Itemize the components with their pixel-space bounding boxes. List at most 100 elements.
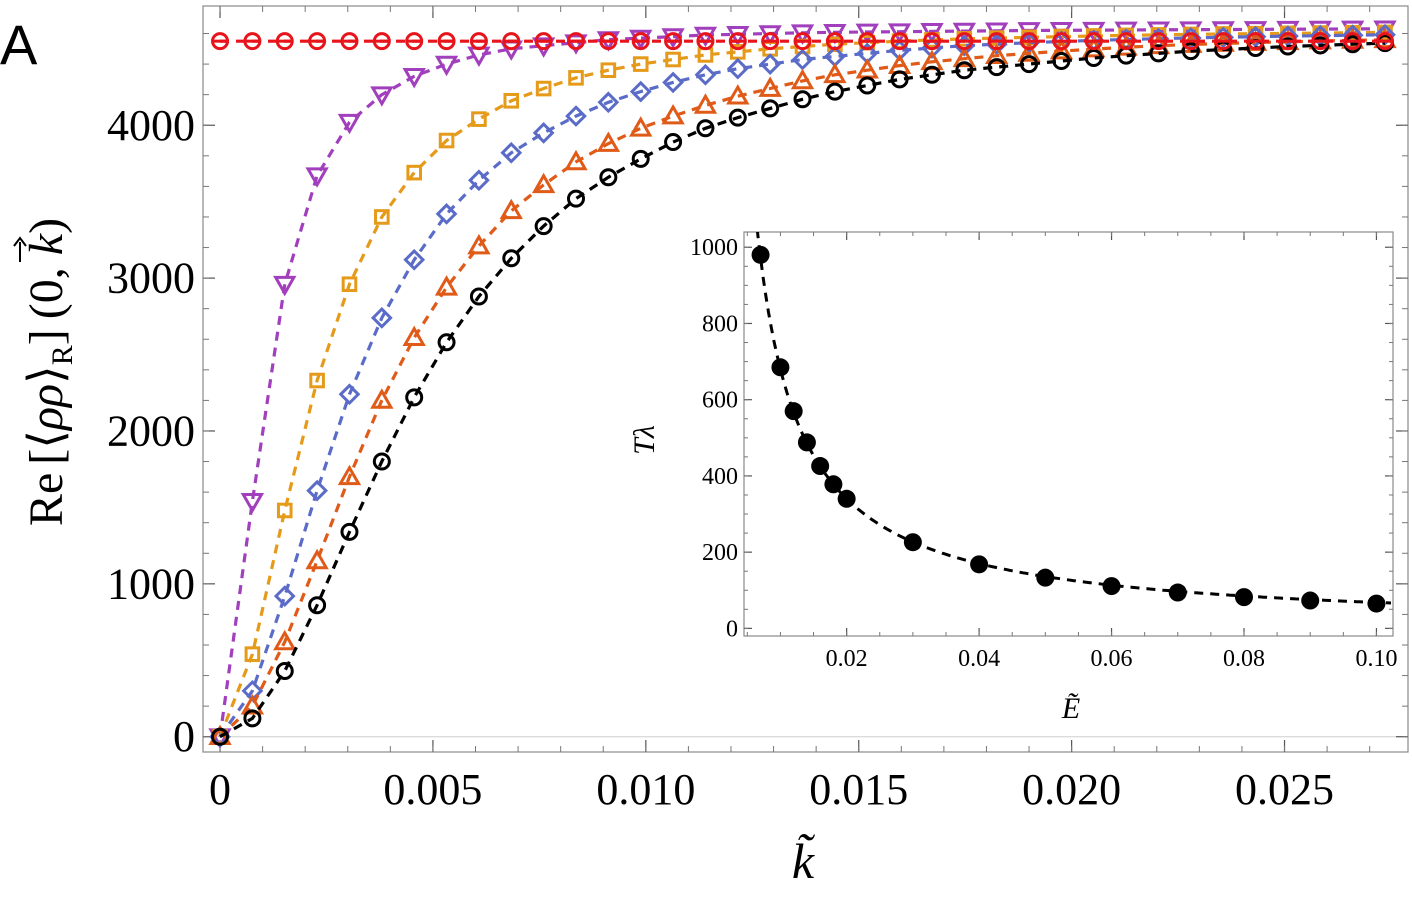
inset-data-point	[811, 457, 830, 476]
data-point	[631, 149, 650, 168]
series-red-reference	[211, 32, 1395, 51]
data-point	[887, 23, 912, 44]
inset-y-tick-label: 400	[702, 464, 738, 490]
data-point	[340, 522, 359, 541]
data-point	[535, 80, 552, 97]
inset-y-tick-label: 1000	[690, 235, 738, 261]
data-point	[855, 23, 879, 45]
data-point	[405, 32, 424, 51]
inset-frame	[743, 231, 1394, 637]
inset-data-point	[1102, 577, 1121, 596]
data-point	[793, 32, 812, 51]
main-y-tick-label: 1000	[107, 559, 195, 608]
inset-data-point	[1036, 568, 1055, 587]
data-point	[665, 51, 681, 68]
data-point	[211, 32, 230, 51]
data-point	[534, 217, 553, 236]
data-point	[922, 32, 941, 51]
data-point	[370, 86, 394, 107]
main-x-tick-label: 0.005	[383, 765, 482, 814]
data-point	[696, 32, 715, 51]
main-y-tick-label: 2000	[107, 406, 195, 455]
data-point	[244, 646, 261, 662]
data-point	[987, 32, 1006, 51]
main-y-axis-title: Re[⟨ρρ⟩R](0, k)	[20, 218, 79, 526]
data-point	[952, 46, 977, 68]
data-point	[438, 132, 455, 149]
data-point	[955, 32, 974, 51]
data-point	[759, 53, 782, 75]
data-point	[500, 141, 523, 164]
data-point	[1181, 42, 1200, 61]
data-point	[1278, 32, 1297, 51]
data-point	[503, 92, 520, 109]
data-point	[825, 82, 844, 101]
data-point	[1214, 32, 1233, 51]
data-point	[337, 113, 362, 135]
data-point	[531, 172, 556, 194]
data-point	[467, 233, 491, 255]
data-point	[468, 169, 490, 192]
inset-data-point	[903, 533, 922, 552]
data-point	[1376, 32, 1395, 51]
data-point	[696, 119, 715, 138]
inset-y-axis-title: Tλ	[628, 425, 661, 455]
inset-y-tick-label: 200	[702, 540, 738, 566]
data-point	[632, 56, 649, 72]
data-point	[600, 62, 617, 79]
inset-x-tick-label: 0.06	[1091, 646, 1133, 672]
data-point	[372, 452, 391, 471]
data-point	[791, 48, 814, 71]
data-point	[370, 388, 394, 409]
panel-label: A	[0, 13, 38, 76]
data-point	[502, 249, 521, 268]
data-point	[694, 63, 717, 86]
data-point	[1146, 33, 1171, 55]
data-point	[793, 90, 812, 109]
data-point	[1020, 32, 1039, 51]
data-point	[372, 32, 391, 51]
data-point	[565, 105, 587, 127]
data-point	[629, 80, 652, 103]
data-point	[1181, 32, 1200, 51]
data-point	[240, 492, 265, 514]
data-point	[825, 32, 844, 51]
data-point	[403, 248, 426, 271]
data-point	[1146, 21, 1171, 42]
data-point	[469, 32, 488, 51]
data-point	[564, 149, 588, 171]
inset-data-point	[824, 475, 843, 494]
data-point	[922, 65, 941, 84]
data-point	[1278, 37, 1297, 56]
data-point	[566, 32, 585, 51]
main-y-tick-label: 0	[173, 712, 195, 761]
data-point	[1343, 32, 1362, 51]
inset-data-point	[784, 402, 803, 421]
series-black	[211, 34, 1395, 746]
data-point	[629, 116, 653, 137]
data-point	[1084, 32, 1103, 51]
data-point	[1117, 32, 1136, 51]
data-point	[435, 203, 458, 225]
inset-x-tick-label: 0.04	[958, 646, 1000, 672]
inset-x-tick-label: 0.10	[1355, 646, 1397, 672]
inset-data-point	[970, 555, 989, 574]
main-x-tick-label: 0.020	[1022, 765, 1121, 814]
data-point	[726, 84, 750, 105]
data-point	[341, 276, 358, 293]
inset-data-point	[751, 245, 770, 264]
data-point	[434, 55, 459, 77]
data-point	[664, 32, 683, 51]
data-point	[434, 275, 459, 296]
data-point	[984, 43, 1009, 65]
data-point	[211, 727, 230, 746]
data-point	[469, 287, 488, 306]
k-vector-arrow	[13, 236, 27, 262]
inset-data-point	[771, 358, 790, 377]
main-y-tick-label: 3000	[107, 254, 195, 303]
data-point	[273, 585, 296, 607]
series-line-black	[219, 41, 1386, 739]
data-point	[596, 131, 621, 152]
data-point	[437, 32, 456, 51]
